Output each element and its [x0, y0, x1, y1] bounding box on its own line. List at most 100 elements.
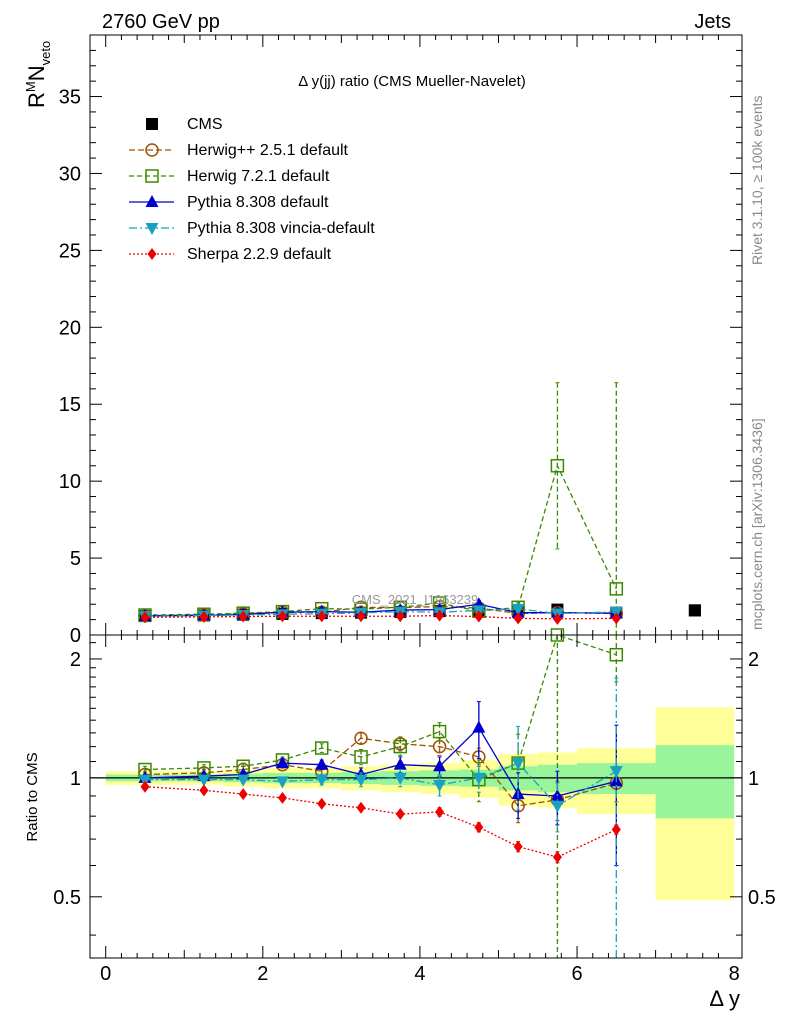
data-point: [354, 731, 368, 745]
y-tick-label-right: 1: [748, 768, 759, 790]
data-point: [314, 741, 329, 755]
ratio-series-sherpa-2-2-9-default: [140, 780, 621, 864]
series-line: [144, 614, 617, 620]
data-point: [474, 821, 484, 834]
series-line: [144, 762, 617, 807]
data-point: [513, 612, 523, 625]
legend-entry: Pythia 8.308 default: [129, 194, 329, 211]
main-content: [138, 382, 701, 636]
legend-entry: Herwig++ 2.5.1 default: [129, 142, 349, 159]
x-tick-label: 2: [257, 963, 268, 985]
data-point: [552, 612, 562, 625]
legend-marker: [145, 169, 159, 183]
y-tick-label: 15: [59, 394, 81, 416]
data-point: [435, 609, 445, 622]
y-tick-label-right: 2: [748, 649, 759, 671]
data-point: [395, 610, 405, 623]
legend-label: Herwig++ 2.5.1 default: [187, 142, 349, 159]
ratio-content: [90, 628, 742, 959]
data-point: [552, 851, 562, 864]
data-point: [393, 772, 407, 785]
legend-marker: [145, 195, 159, 207]
y-tick-label: 10: [59, 471, 81, 493]
data-point: [275, 776, 289, 789]
data-point: [393, 739, 408, 754]
data-point: [433, 759, 447, 772]
y-tick-label: 0: [70, 625, 81, 647]
data-point: [199, 610, 209, 623]
data-point: [197, 774, 211, 787]
data-point: [354, 750, 368, 764]
y-tick-label: 35: [59, 87, 81, 109]
watermark: CMS_2021_I1963239: [352, 592, 479, 607]
x-tick-label: 0: [100, 963, 111, 985]
legend-label: Pythia 8.308 vincia-default: [187, 220, 375, 237]
data-point: [199, 784, 209, 797]
data-point: [611, 823, 621, 836]
data-point: [609, 647, 624, 662]
data-point: [550, 800, 564, 813]
series-line: [144, 608, 617, 617]
data-point: [356, 610, 366, 623]
series-line: [144, 786, 617, 858]
mcplots-label: mcplots.cern.ch [arXiv:1306.3436]: [749, 418, 765, 630]
uncertainty-band-green: [655, 745, 735, 819]
legend-entry: Sherpa 2.2.9 default: [129, 246, 332, 263]
legend-entry: CMS: [146, 116, 223, 133]
main-series-sherpa-2-2-9-default: [140, 609, 621, 625]
legend-label: Pythia 8.308 default: [187, 194, 329, 211]
legend-label: Herwig 7.2.1 default: [187, 168, 330, 185]
legend: CMS Herwig++ 2.5.1 default Herwig 7.2.1 de…: [129, 116, 375, 263]
ratio-panel: 0.5 0.51 12 20 2 4 6 8 Ratio to CMS Δ y: [24, 628, 776, 1011]
y-tick-label: 20: [59, 317, 81, 339]
y-axis-label-main: RMNveto: [23, 41, 53, 108]
data-point: [393, 757, 407, 770]
y-tick-label: 1: [70, 768, 81, 790]
data-point: [238, 788, 248, 801]
data-point: [315, 757, 329, 770]
data-point: [550, 459, 565, 473]
legend-label: CMS: [187, 116, 223, 133]
data-point: [432, 724, 447, 739]
data-point: [238, 610, 248, 623]
ratio-ticks: 0.5 0.5 1 1 2 2 0 2 4 6 8: [53, 635, 776, 985]
y-tick-label: 0.5: [53, 887, 81, 909]
data-point: [356, 801, 366, 814]
x-tick-label: 4: [414, 963, 425, 985]
data-point: [317, 610, 327, 623]
y-tick-label: 30: [59, 163, 81, 185]
y-tick-label: 2: [70, 649, 81, 671]
x-tick-label: 8: [729, 963, 740, 985]
data-point: [236, 774, 250, 787]
y-tick-label: 5: [70, 548, 81, 570]
data-point: [611, 612, 621, 625]
data-point: [395, 808, 405, 821]
data-point: [277, 610, 287, 623]
data-point: [140, 611, 150, 624]
legend-marker: [145, 223, 159, 235]
data-point: [609, 582, 624, 596]
data-point: [609, 766, 623, 779]
header-energy: 2760 GeV pp: [102, 11, 220, 33]
header-process: Jets: [694, 11, 731, 33]
data-point: [277, 791, 287, 804]
data-point: [513, 840, 523, 853]
legend-entry: Pythia 8.308 vincia-default: [129, 220, 375, 237]
ratio-frame: [89, 634, 743, 959]
main-title: Δ y(jj) ratio (CMS Mueller-Navelet): [298, 73, 526, 90]
legend-marker: [146, 118, 158, 130]
cms-point: [688, 604, 701, 617]
data-point: [138, 774, 152, 787]
legend-label: Sherpa 2.2.9 default: [187, 246, 332, 263]
data-point: [275, 756, 289, 769]
data-point: [472, 720, 486, 733]
data-point: [433, 779, 447, 792]
data-point: [317, 797, 327, 810]
data-point: [474, 610, 484, 623]
legend-marker: [147, 248, 157, 260]
data-point: [354, 774, 368, 787]
data-point: [511, 603, 525, 616]
x-tick-label: 6: [571, 963, 582, 985]
ratio-series-pythia-8-308-vincia-default: [138, 677, 623, 959]
